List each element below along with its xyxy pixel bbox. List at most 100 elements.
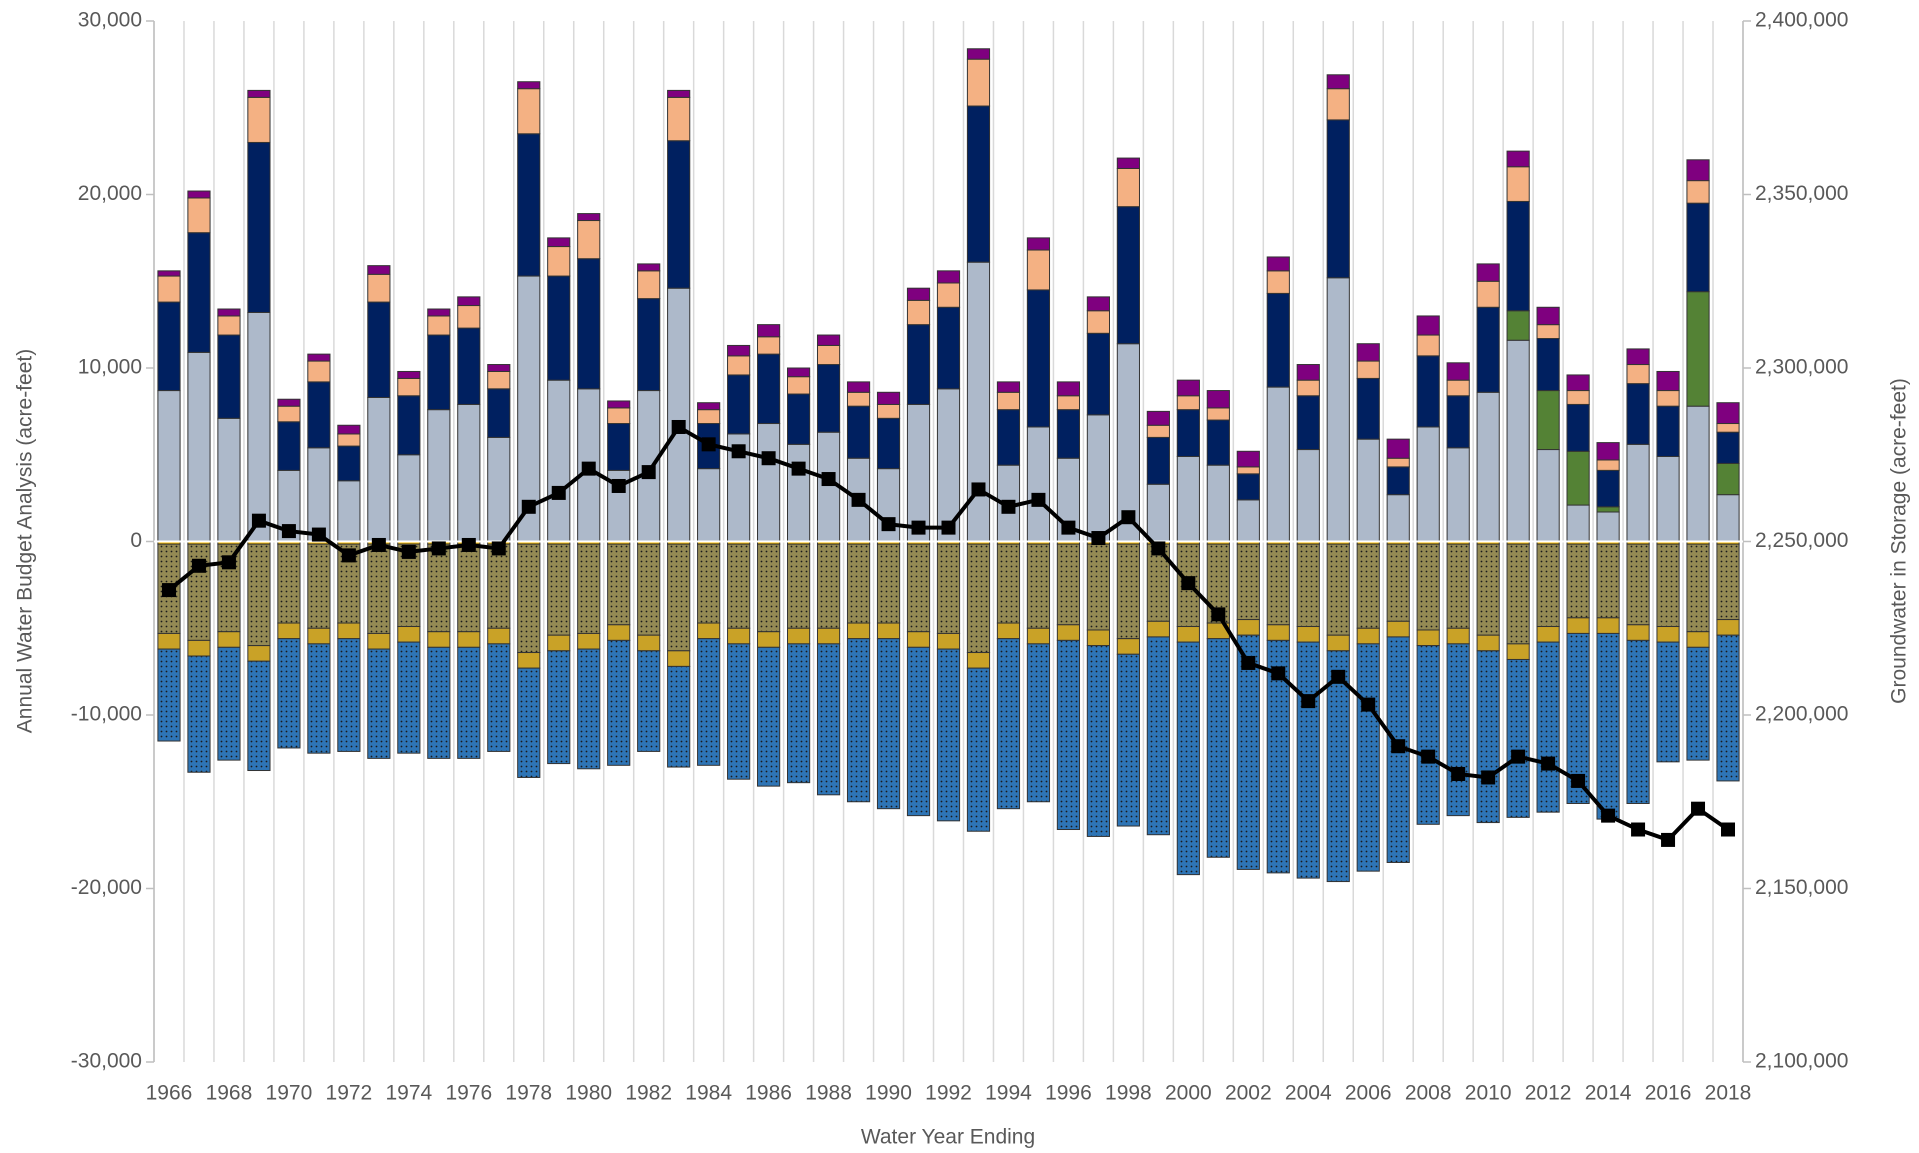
bar-segment <box>697 638 721 766</box>
bar-segment <box>367 648 391 759</box>
bar-segment <box>1356 543 1380 629</box>
bar-segment <box>1536 641 1560 813</box>
bar-segment <box>1326 650 1350 883</box>
bar-segment <box>1236 473 1260 501</box>
line-marker <box>1241 655 1256 670</box>
bar-segment <box>547 237 571 248</box>
bar-segment <box>697 622 721 640</box>
line-marker <box>431 541 446 556</box>
bars <box>157 48 1740 883</box>
bar-segment <box>1536 324 1560 340</box>
bar-segment <box>667 287 691 542</box>
bar-segment <box>1056 381 1081 397</box>
bar-segment <box>187 232 211 353</box>
bar-segment <box>787 643 811 784</box>
bar-segment <box>816 627 841 645</box>
bar-segment <box>697 409 721 425</box>
bar-segment <box>607 543 631 626</box>
bar-segment <box>936 543 961 634</box>
bar-segment <box>906 646 931 817</box>
line-marker <box>1181 576 1196 591</box>
bar-segment <box>187 190 211 199</box>
bar-segment <box>816 364 841 433</box>
line-marker <box>611 478 626 493</box>
bar-segment <box>277 638 301 749</box>
bar-segment <box>547 246 571 277</box>
bar-segment <box>397 377 421 397</box>
line-marker <box>281 524 296 539</box>
bar-segment <box>1206 407 1230 421</box>
bar-segment <box>1236 466 1260 475</box>
bar-segment <box>1176 395 1200 411</box>
bar-segment <box>667 665 691 768</box>
bar-segment <box>157 270 181 277</box>
bar-segment <box>1386 543 1410 622</box>
line-marker <box>521 499 536 514</box>
bar-segment <box>337 433 361 447</box>
x-tick-label: 2014 <box>1585 1082 1632 1105</box>
x-tick-label: 1974 <box>385 1082 432 1105</box>
x-tick-label: 1998 <box>1105 1082 1152 1105</box>
bar-segment <box>367 265 391 275</box>
bar-segment <box>1146 410 1170 426</box>
bar-segment <box>1536 626 1560 643</box>
bar-segment <box>307 627 331 645</box>
bar-segment <box>1476 634 1500 652</box>
bar-segment <box>1716 462 1740 496</box>
bar-segment <box>1236 543 1260 621</box>
bar-segment <box>1446 447 1470 542</box>
bar-segment <box>1686 202 1710 293</box>
bar-segment <box>337 638 361 752</box>
bar-segment <box>217 308 241 317</box>
bar-segment <box>577 258 601 390</box>
bar-segment <box>1116 157 1140 169</box>
bar-segment <box>337 424 361 435</box>
bar-segment <box>187 543 211 641</box>
line-marker <box>971 482 986 497</box>
bar-segment <box>1536 543 1560 628</box>
bar-segment <box>757 324 781 338</box>
bar-segment <box>1566 403 1590 452</box>
bar-segment <box>457 305 481 329</box>
bar-segment <box>277 543 301 624</box>
bar-segment <box>1656 405 1680 457</box>
bar-segment <box>1266 386 1290 542</box>
line-marker <box>371 537 386 552</box>
bar-segment <box>876 543 901 624</box>
x-tick-label: 1970 <box>266 1082 313 1105</box>
bar-segment <box>1086 296 1110 312</box>
line-marker <box>1151 541 1166 556</box>
bar-segment <box>1596 469 1620 508</box>
bar-segment <box>1566 632 1590 804</box>
bar-segment <box>1086 645 1110 837</box>
bar-segment <box>1686 405 1710 543</box>
bar-segment <box>1596 442 1620 461</box>
bar-segment <box>1656 390 1680 407</box>
bar-segment <box>906 543 931 633</box>
y2-axis-title: Groundwater in Storage (acre-feet) <box>1888 378 1911 704</box>
bar-segment <box>966 652 991 669</box>
bar-segment <box>277 421 301 471</box>
bar-segment <box>1266 543 1290 626</box>
line-marker <box>641 465 656 480</box>
x-tick-label: 1996 <box>1045 1082 1092 1105</box>
line-marker <box>1631 822 1646 837</box>
bar-segment <box>1446 395 1470 449</box>
bar-segment <box>307 447 331 542</box>
bar-segment <box>1536 306 1560 326</box>
bar-segment <box>1716 543 1740 621</box>
line-marker <box>1421 749 1436 764</box>
bar-segment <box>247 96 271 143</box>
x-tick-label: 1980 <box>565 1082 612 1105</box>
x-tick-label: 1986 <box>745 1082 792 1105</box>
bar-segment <box>1086 414 1110 542</box>
bar-segment <box>1716 402 1740 425</box>
bar-segment <box>397 370 421 379</box>
bar-segment <box>1626 624 1650 641</box>
bar-segment <box>517 652 541 669</box>
x-tick-label: 2008 <box>1405 1082 1452 1105</box>
bar-segment <box>247 89 271 98</box>
y-tick-label: 0 <box>130 529 142 552</box>
